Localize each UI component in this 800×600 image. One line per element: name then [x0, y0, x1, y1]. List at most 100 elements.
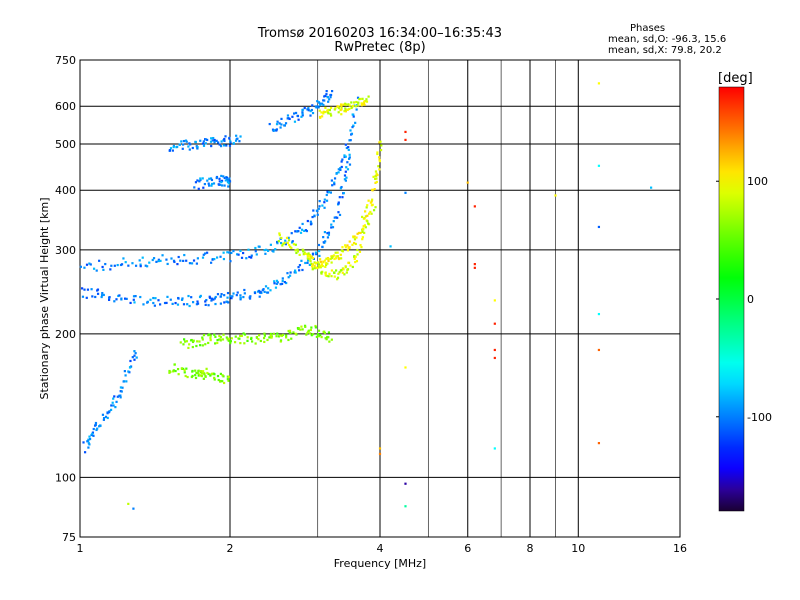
data-point — [224, 179, 227, 182]
data-point — [229, 141, 232, 144]
data-point — [242, 332, 245, 335]
data-point — [148, 261, 151, 264]
data-point — [171, 149, 174, 152]
data-point — [104, 262, 107, 266]
data-point — [272, 250, 275, 253]
data-point — [279, 334, 282, 337]
data-point — [301, 111, 304, 114]
data-point — [280, 123, 283, 126]
data-point — [98, 259, 101, 262]
data-point — [220, 140, 223, 143]
data-point — [133, 354, 136, 357]
data-point — [264, 285, 268, 288]
data-point — [331, 226, 335, 229]
data-point — [336, 278, 339, 281]
data-point — [104, 415, 108, 418]
data-point — [229, 260, 232, 263]
data-point — [319, 334, 322, 337]
data-point — [323, 201, 326, 204]
data-point — [324, 240, 327, 243]
data-point — [213, 258, 216, 261]
data-point — [316, 332, 320, 336]
data-point — [204, 300, 207, 303]
data-point — [378, 141, 381, 144]
data-point — [340, 113, 343, 116]
data-point — [344, 102, 347, 105]
data-point — [91, 295, 94, 298]
data-point — [258, 291, 262, 294]
data-point — [324, 110, 327, 114]
data-point — [202, 253, 205, 256]
data-point — [286, 117, 289, 120]
data-point — [363, 224, 367, 227]
data-point — [283, 124, 286, 127]
data-point — [324, 262, 328, 265]
phases-stats-o: mean, sd,O: -96.3, 15.6 — [608, 34, 727, 45]
data-point — [279, 241, 283, 245]
data-point — [113, 395, 116, 398]
data-point — [493, 322, 496, 325]
data-point — [225, 336, 228, 339]
data-point — [361, 227, 365, 230]
data-point — [367, 212, 371, 215]
data-point — [312, 209, 315, 212]
data-point — [348, 107, 351, 111]
data-point — [341, 250, 345, 253]
data-point — [99, 424, 102, 427]
data-point — [121, 386, 124, 389]
data-point — [263, 334, 266, 337]
data-point — [239, 342, 242, 345]
data-point — [187, 145, 190, 148]
data-point — [223, 176, 226, 180]
data-point — [219, 372, 223, 376]
data-point — [139, 265, 142, 268]
data-point — [274, 248, 277, 251]
data-point — [196, 147, 199, 150]
y-tick-label: 100 — [55, 471, 76, 484]
data-point — [327, 191, 331, 194]
data-point — [192, 339, 195, 342]
phases-heading: Phases — [630, 23, 666, 34]
data-point — [365, 206, 368, 209]
data-point — [149, 298, 152, 301]
data-point — [202, 377, 205, 380]
data-point — [345, 146, 348, 150]
data-point — [372, 175, 375, 178]
data-point — [210, 261, 213, 264]
data-point — [296, 250, 300, 253]
data-point — [226, 180, 230, 184]
data-point — [335, 255, 338, 258]
data-point — [187, 346, 190, 350]
data-point — [343, 178, 347, 181]
data-point — [346, 249, 350, 252]
data-point — [197, 374, 200, 377]
data-point — [318, 254, 321, 258]
data-point — [319, 102, 322, 105]
data-point — [352, 115, 355, 118]
data-point — [341, 246, 344, 249]
data-point — [309, 256, 312, 259]
data-point — [250, 256, 253, 259]
data-point — [327, 112, 330, 115]
data-point — [317, 106, 320, 109]
data-point — [311, 252, 315, 255]
data-point — [191, 340, 195, 344]
data-point — [354, 255, 357, 258]
data-point — [88, 437, 92, 441]
data-point — [82, 441, 85, 444]
data-point — [336, 105, 339, 108]
data-point — [377, 156, 381, 159]
data-point — [287, 338, 290, 342]
data-point — [371, 198, 374, 201]
x-tick-label: 4 — [377, 542, 384, 555]
data-point — [188, 304, 191, 308]
data-point — [166, 295, 169, 298]
data-point — [220, 180, 223, 184]
data-point — [219, 302, 223, 305]
data-point — [92, 427, 95, 431]
data-point — [85, 263, 89, 266]
data-point — [214, 302, 217, 306]
data-point — [348, 156, 351, 159]
data-point — [227, 301, 230, 304]
data-point — [473, 205, 476, 208]
